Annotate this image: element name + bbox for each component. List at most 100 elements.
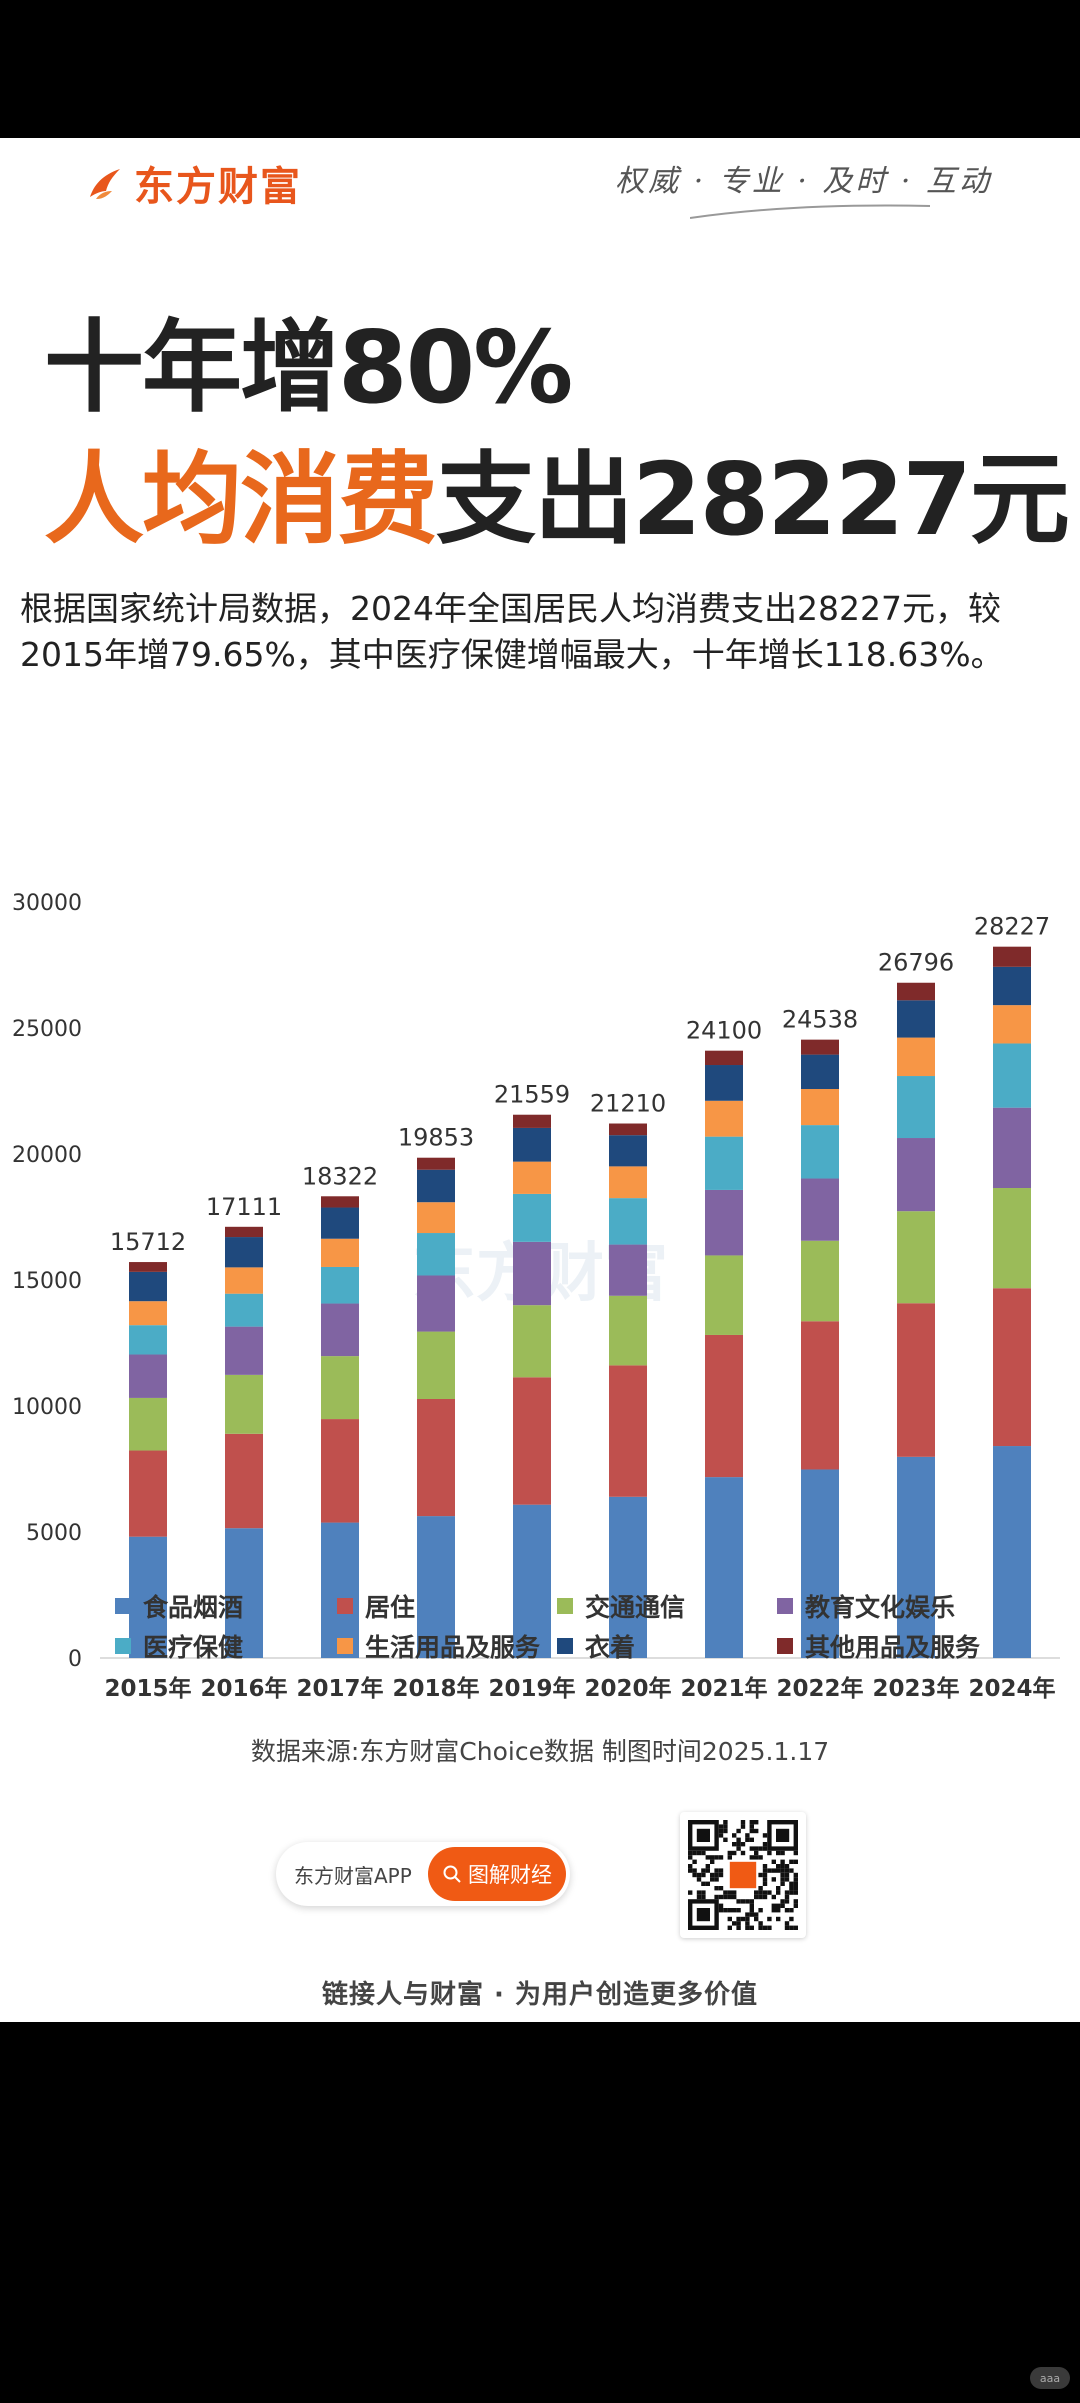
slogan-swoosh bbox=[690, 204, 930, 219]
bar-segment-交通通信 bbox=[129, 1397, 167, 1451]
legend-label: 生活用品及服务 bbox=[365, 1633, 541, 1662]
legend-swatch bbox=[337, 1638, 353, 1654]
legend-label: 居住 bbox=[365, 1593, 416, 1622]
total-data-label: 17111 bbox=[206, 1193, 282, 1221]
bar-segment-生活用品及服务 bbox=[417, 1202, 455, 1234]
bar-segment-生活用品及服务 bbox=[609, 1166, 647, 1199]
bar-segment-食品烟酒 bbox=[225, 1528, 263, 1658]
total-data-label: 24538 bbox=[782, 1006, 858, 1034]
bar-segment-医疗保健 bbox=[897, 1076, 935, 1139]
bar-segment-教育文化娱乐 bbox=[801, 1178, 839, 1241]
bar-segment-交通通信 bbox=[705, 1255, 743, 1335]
legend-item: 衣着 bbox=[557, 1628, 635, 1664]
y-tick-label: 5000 bbox=[26, 1521, 82, 1546]
infographic-card: 东方财富 权威 · 专业 · 及时 · 互动 十年增80% 人均消费支出2822… bbox=[0, 138, 1080, 2022]
legend-item: 生活用品及服务 bbox=[337, 1628, 540, 1664]
bar-segment-居住 bbox=[993, 1288, 1031, 1447]
legend-label: 教育文化娱乐 bbox=[805, 1593, 956, 1622]
bar-segment-衣着 bbox=[897, 1000, 935, 1038]
total-data-label: 15712 bbox=[110, 1228, 186, 1256]
legend-item: 食品烟酒 bbox=[115, 1588, 243, 1624]
app-download-pill[interactable]: 东方财富APP 图解财经 bbox=[276, 1842, 570, 1906]
headline-rest: 支出28227元 bbox=[436, 441, 1070, 558]
total-data-label: 26796 bbox=[878, 949, 954, 977]
qr-code-icon bbox=[688, 1820, 798, 1930]
bar-segment-教育文化娱乐 bbox=[417, 1275, 455, 1332]
bar-segment-食品烟酒 bbox=[129, 1536, 167, 1658]
bar-segment-医疗保健 bbox=[609, 1198, 647, 1245]
app-name: 东方财富APP bbox=[294, 1864, 412, 1888]
bar-segment-其他用品及服务 bbox=[705, 1050, 743, 1066]
bar-segment-交通通信 bbox=[993, 1188, 1031, 1289]
bar-segment-生活用品及服务 bbox=[993, 1005, 1031, 1044]
bar-segment-教育文化娱乐 bbox=[225, 1326, 263, 1375]
brand-slogan: 权威 · 专业 · 及时 · 互动 bbox=[615, 164, 992, 199]
bar-segment-其他用品及服务 bbox=[609, 1123, 647, 1136]
y-tick-label: 15000 bbox=[12, 1269, 82, 1294]
bar-segment-衣着 bbox=[417, 1169, 455, 1203]
bar-segment-医疗保健 bbox=[417, 1233, 455, 1276]
bar-segment-医疗保健 bbox=[801, 1125, 839, 1179]
bar-segment-交通通信 bbox=[801, 1240, 839, 1322]
bar-segment-居住 bbox=[513, 1377, 551, 1505]
bar-segment-交通通信 bbox=[225, 1374, 263, 1434]
bar-segment-其他用品及服务 bbox=[225, 1226, 263, 1238]
bar-segment-其他用品及服务 bbox=[321, 1196, 359, 1208]
bar-segment-交通通信 bbox=[321, 1356, 359, 1420]
bar-segment-衣着 bbox=[321, 1207, 359, 1239]
legend-swatch bbox=[337, 1598, 353, 1614]
x-tick-label: 2022年 bbox=[776, 1675, 863, 1702]
legend-label: 食品烟酒 bbox=[143, 1593, 244, 1622]
tagline: 链接人与财富 · 为用户创造更多价值 bbox=[322, 1980, 758, 2010]
legend-label: 医疗保健 bbox=[143, 1633, 244, 1662]
bar-segment-食品烟酒 bbox=[897, 1456, 935, 1658]
bar-segment-教育文化娱乐 bbox=[897, 1138, 935, 1212]
bar-segment-医疗保健 bbox=[513, 1193, 551, 1242]
qr-code[interactable] bbox=[680, 1812, 806, 1938]
total-data-label: 28227 bbox=[974, 913, 1050, 941]
bar-segment-教育文化娱乐 bbox=[609, 1244, 647, 1296]
bar-segment-其他用品及服务 bbox=[993, 946, 1031, 967]
brand-name: 东方财富 bbox=[134, 164, 302, 210]
x-tick-label: 2024年 bbox=[968, 1675, 1055, 1702]
y-tick-label: 10000 bbox=[12, 1395, 82, 1420]
total-data-label: 21210 bbox=[590, 1090, 666, 1118]
bar-segment-教育文化娱乐 bbox=[321, 1303, 359, 1357]
app-open-button[interactable]: 图解财经 bbox=[428, 1847, 566, 1901]
app-button-label: 图解财经 bbox=[468, 1863, 552, 1887]
legend-item: 其他用品及服务 bbox=[777, 1628, 980, 1664]
total-data-label: 18322 bbox=[302, 1162, 378, 1190]
corner-badge: aaa bbox=[1030, 2367, 1070, 2389]
bar-segment-生活用品及服务 bbox=[129, 1301, 167, 1326]
bar-segment-生活用品及服务 bbox=[225, 1267, 263, 1294]
legend-swatch bbox=[115, 1638, 131, 1654]
bar-segment-衣着 bbox=[705, 1065, 743, 1101]
bar-segment-食品烟酒 bbox=[417, 1516, 455, 1658]
legend-swatch bbox=[115, 1598, 131, 1614]
legend-label: 其他用品及服务 bbox=[805, 1633, 981, 1662]
bar-segment-医疗保健 bbox=[705, 1136, 743, 1190]
total-data-label: 24100 bbox=[686, 1017, 762, 1045]
search-icon bbox=[443, 1865, 461, 1883]
bar-segment-医疗保健 bbox=[321, 1266, 359, 1304]
bar-segment-生活用品及服务 bbox=[321, 1238, 359, 1267]
bar-segment-生活用品及服务 bbox=[513, 1161, 551, 1194]
y-tick-label: 20000 bbox=[12, 1143, 82, 1168]
bar-segment-食品烟酒 bbox=[609, 1496, 647, 1658]
bar-segment-教育文化娱乐 bbox=[705, 1189, 743, 1256]
legend-label: 衣着 bbox=[585, 1633, 636, 1662]
bar-segment-医疗保健 bbox=[993, 1043, 1031, 1108]
x-tick-label: 2023年 bbox=[872, 1675, 959, 1702]
legend-swatch bbox=[557, 1598, 573, 1614]
bar-segment-食品烟酒 bbox=[321, 1522, 359, 1658]
y-tick-label: 0 bbox=[68, 1647, 82, 1672]
x-tick-label: 2021年 bbox=[680, 1675, 767, 1702]
x-tick-label: 2018年 bbox=[392, 1675, 479, 1702]
bar-segment-食品烟酒 bbox=[513, 1504, 551, 1658]
headline-line1: 十年增80% bbox=[44, 309, 573, 426]
bar-segment-交通通信 bbox=[897, 1211, 935, 1304]
bar-segment-教育文化娱乐 bbox=[513, 1241, 551, 1306]
bar-segment-居住 bbox=[417, 1398, 455, 1517]
legend-label: 交通通信 bbox=[585, 1593, 686, 1622]
y-tick-label: 25000 bbox=[12, 1017, 82, 1042]
